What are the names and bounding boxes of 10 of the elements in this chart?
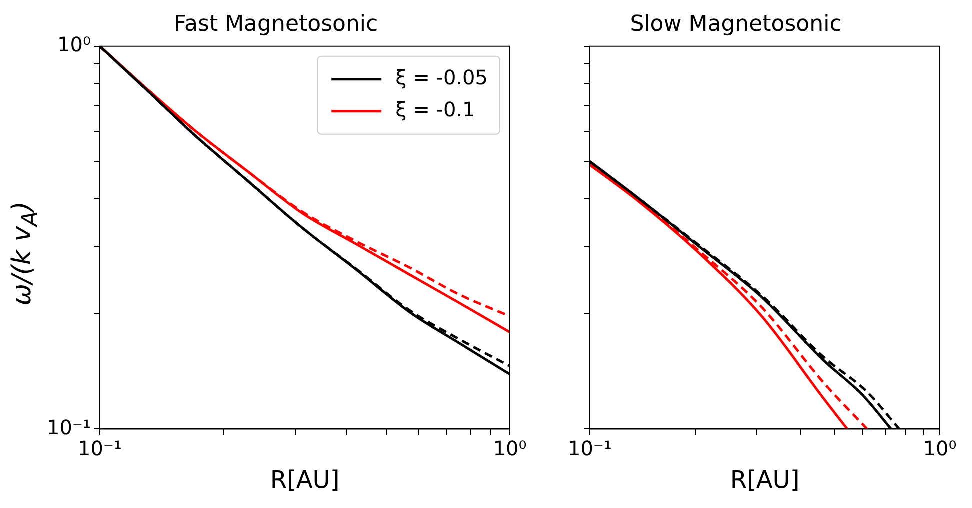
x-tick-label: 10⁰ (493, 436, 527, 460)
chart-title: Fast Magnetosonic (174, 12, 378, 37)
x-axis-title: R[AU] (730, 466, 800, 494)
x-tick-label: 10⁻¹ (568, 436, 612, 460)
legend-label: ξ = -0.05 (396, 66, 488, 90)
x-axis-title: R[AU] (270, 466, 340, 494)
x-tick-label: 10⁰ (923, 436, 957, 460)
chart-title: Slow Magnetosonic (630, 12, 842, 37)
legend-label: ξ = -0.1 (396, 98, 476, 122)
x-tick-label: 10⁻¹ (78, 436, 122, 460)
